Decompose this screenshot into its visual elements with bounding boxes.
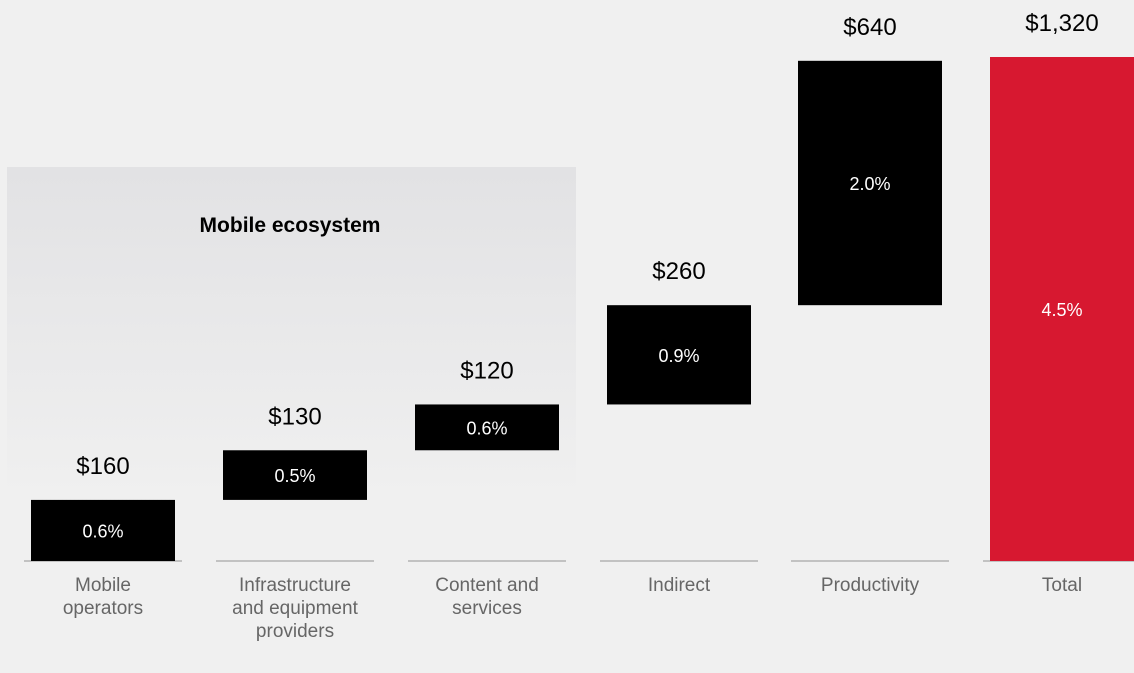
category-label-mobile-operators: Mobile operators (63, 575, 143, 619)
mobile-ecosystem-label: Mobile ecosystem (200, 214, 381, 237)
value-label-content-and-services: $120 (460, 357, 513, 384)
bar-mobile-operators (31, 499, 175, 561)
percent-labels: 0.6% 0.5% 0.6% 0.9% 2.0% 4.5% (82, 174, 1082, 541)
category-label-productivity: Productivity (821, 575, 920, 596)
category-label-indirect: Indirect (648, 575, 711, 596)
category-label-content-and-services: Content and services (435, 575, 539, 619)
bar-indirect (607, 305, 751, 405)
value-label-infrastructure-and-equipment-providers: $130 (268, 403, 321, 430)
bar-total (990, 57, 1134, 561)
percent-label-productivity: 2.0% (849, 174, 890, 194)
value-label-indirect: $260 (652, 258, 705, 285)
bar-content-and-services (415, 404, 559, 451)
bars (31, 57, 1134, 561)
percent-label-infrastructure-and-equipment-providers: 0.5% (274, 466, 315, 486)
percent-label-mobile-operators: 0.6% (82, 521, 123, 541)
category-label-total: Total (1042, 575, 1082, 596)
value-label-productivity: $640 (843, 14, 896, 41)
value-label-total: $1,320 (1025, 10, 1098, 37)
percent-label-indirect: 0.9% (658, 346, 699, 366)
value-labels: $160 $130 $120 $260 $640 $1,320 (76, 10, 1098, 480)
category-label-infrastructure-and-equipment-providers: Infrastructure and equipment providers (232, 575, 358, 642)
percent-label-content-and-services: 0.6% (466, 418, 507, 438)
bar-productivity (798, 60, 942, 306)
value-label-mobile-operators: $160 (76, 453, 129, 480)
bar-infrastructure-and-equipment-providers (223, 450, 367, 500)
percent-label-total: 4.5% (1041, 300, 1082, 320)
category-labels: Mobile operators Infrastructure and equipme… (63, 575, 1082, 642)
